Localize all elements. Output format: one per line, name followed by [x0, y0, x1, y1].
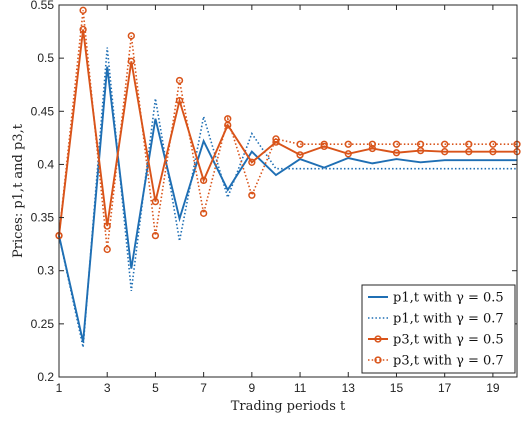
- x-tick-label: 3: [104, 381, 111, 395]
- series-1: [58, 66, 517, 343]
- series-4-point: [320, 140, 328, 148]
- legend-entry-1: p1,t with γ = 0.5: [368, 291, 504, 306]
- series-4-point: [151, 231, 160, 240]
- x-tick-label: 9: [248, 381, 255, 395]
- legend-box: [361, 284, 516, 374]
- series-4-point: [392, 140, 401, 148]
- series-3-point: [175, 97, 184, 105]
- series-1-line: [58, 66, 517, 343]
- series-4-point: [465, 140, 473, 148]
- y-axis-ticks: 0.2 0.25 0.3 0.35 0.4 0.45 0.5 0.55: [31, 0, 517, 384]
- series-3-point: [489, 148, 497, 156]
- series-4-point: [199, 209, 208, 217]
- series-2: [58, 47, 517, 348]
- x-axis-ticks: 1 3 5 7 9 11 13 15 17 19: [56, 5, 500, 395]
- series-2-line: [58, 47, 517, 348]
- axis-box: [58, 4, 518, 378]
- legend-label: p1,t with γ = 0.7: [393, 312, 504, 327]
- x-tick-label: 7: [200, 381, 207, 395]
- series-3-point: [392, 149, 401, 157]
- x-tick-label: 13: [342, 381, 356, 395]
- series-4-point: [296, 140, 304, 148]
- y-tick-label: 0.3: [37, 264, 54, 278]
- x-tick-label: 5: [152, 381, 159, 395]
- series-3-point: [199, 176, 208, 185]
- series-3-point: [296, 151, 304, 159]
- series-4-point: [489, 140, 497, 148]
- series-layer: [55, 6, 521, 348]
- series-4-point: [416, 140, 425, 148]
- series-4-line: [58, 10, 517, 250]
- y-tick-label: 0.5: [37, 51, 54, 65]
- series-3-point: [151, 197, 160, 206]
- y-tick-label: 0.35: [31, 211, 55, 225]
- x-tick-label: 15: [390, 381, 404, 395]
- legend-label: p3,t with γ = 0.5: [393, 333, 504, 348]
- series-3-point: [344, 150, 352, 158]
- y-tick-label: 0.25: [31, 317, 55, 331]
- legend-entry-2: p1,t with γ = 0.7: [368, 312, 504, 327]
- y-tick-label: 0.4: [37, 157, 54, 171]
- series-3-point: [441, 148, 449, 156]
- legend-entry-3: p3,t with γ = 0.5: [368, 333, 504, 348]
- series-4-point: [344, 140, 352, 148]
- series-3-point: [103, 222, 111, 230]
- legend-label: p1,t with γ = 0.5: [393, 291, 504, 306]
- axis-frame: [58, 4, 518, 378]
- series-4-point: [79, 6, 87, 14]
- x-tick-label: 1: [56, 381, 63, 395]
- legend: p1,t with γ = 0.5 p1,t with γ = 0.7 p3,t w…: [361, 284, 516, 374]
- series-4-point: [272, 135, 280, 143]
- series-4-point: [103, 245, 111, 254]
- series-4-point: [127, 32, 135, 40]
- legend-marker: [374, 356, 382, 364]
- series-3-point: [248, 158, 256, 166]
- legend-label: p3,t with γ = 0.7: [393, 354, 504, 369]
- series-4-point: [175, 76, 184, 85]
- y-tick-label: 0.55: [31, 0, 55, 12]
- legend-marker: [374, 335, 382, 343]
- series-3-point: [465, 148, 473, 156]
- series-4-point: [224, 115, 232, 123]
- series-3-point: [368, 144, 377, 153]
- y-tick-label: 0.45: [31, 104, 55, 118]
- y-tick-label: 0.2: [37, 370, 54, 384]
- x-axis-label: Trading periods t: [231, 399, 346, 414]
- series-3-point: [79, 25, 87, 34]
- series-3: [55, 25, 521, 240]
- series-4-point: [368, 140, 377, 148]
- x-tick-label: 17: [438, 381, 452, 395]
- x-tick-label: 11: [294, 381, 307, 395]
- series-3-line: [58, 29, 517, 236]
- series-4-point: [441, 140, 449, 148]
- legend-entry-4: p3,t with γ = 0.7: [368, 354, 504, 369]
- series-4-point: [248, 191, 256, 199]
- x-tick-label: 19: [486, 381, 500, 395]
- y-axis-label: Prices: p1,t and p3,t: [11, 123, 26, 258]
